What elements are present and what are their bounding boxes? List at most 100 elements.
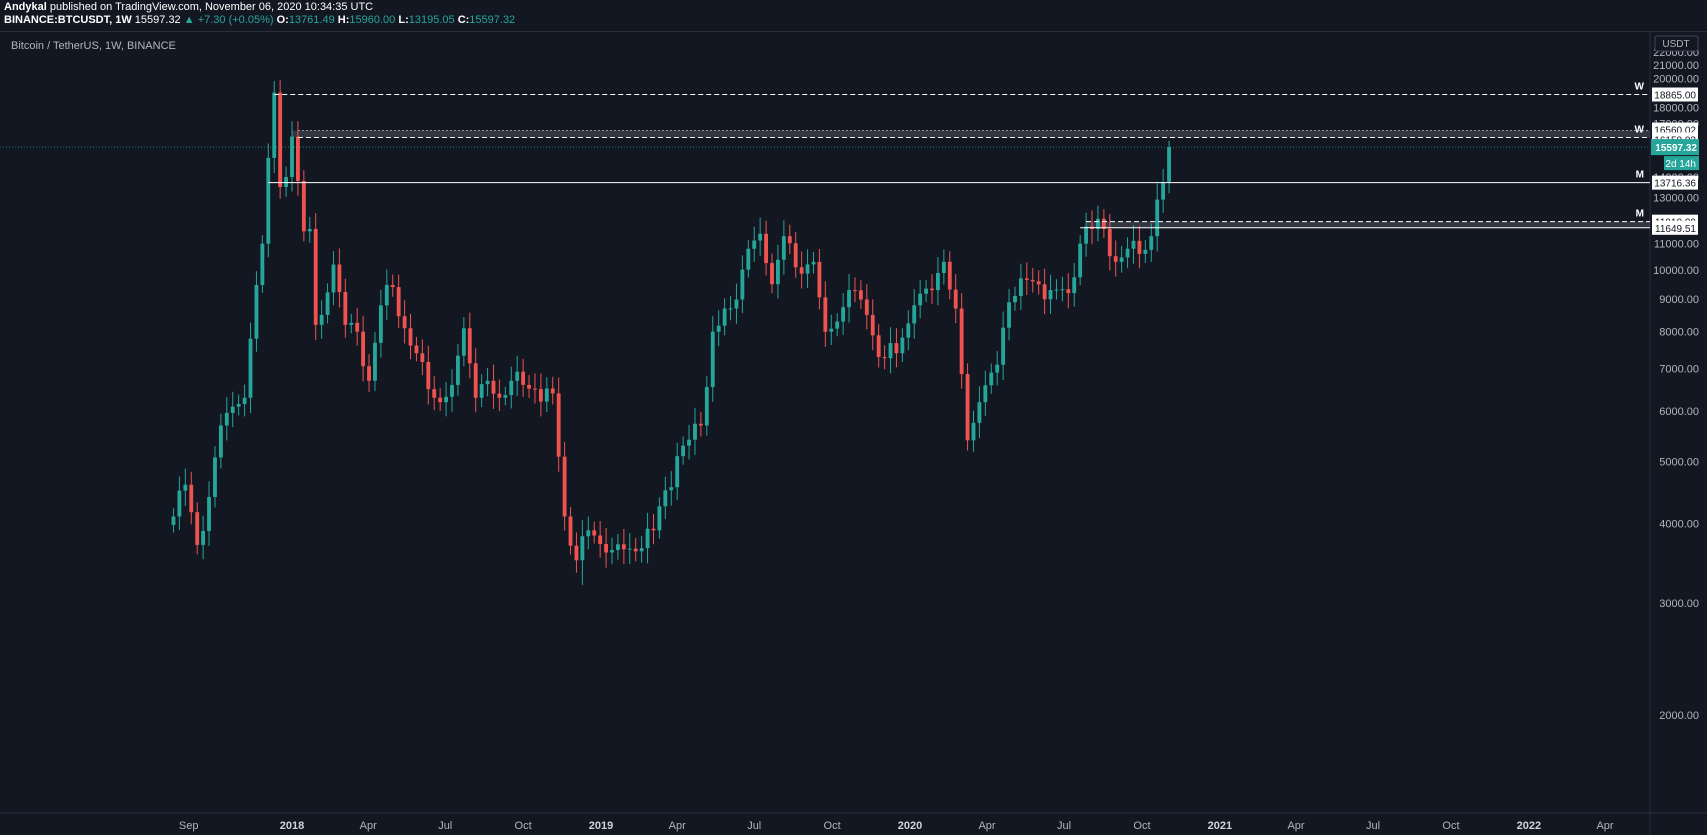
candle-body [752, 240, 757, 249]
candle-body [936, 272, 940, 291]
candle-body [657, 506, 662, 531]
countdown-label: 2d 14h [1665, 159, 1696, 170]
candle-body [450, 384, 454, 397]
candle-body [218, 425, 223, 458]
supply-zone [1086, 221, 1650, 228]
candle-body [236, 403, 241, 407]
candle-body [675, 456, 680, 488]
candle-body [301, 180, 306, 232]
candle-body [414, 345, 419, 354]
candle-body [1096, 218, 1100, 229]
candle-body [799, 267, 804, 274]
level-price-label: 16560.02 [1654, 126, 1696, 137]
candle-body [1125, 248, 1130, 258]
candle-body [1143, 249, 1148, 254]
candle-body [870, 314, 875, 336]
candle-body [266, 157, 271, 244]
candle-body [971, 422, 976, 441]
price-tick-label: 18000.00 [1653, 102, 1699, 114]
candle-body [432, 389, 437, 398]
candle-body [213, 457, 217, 497]
candle-body [349, 322, 354, 325]
price-tick-label: 6000.00 [1659, 406, 1699, 418]
time-tick-label: Oct [515, 820, 532, 832]
candle-body [396, 287, 401, 317]
high-label: H: [337, 14, 350, 26]
candle-body [995, 364, 1000, 373]
candle-body [704, 387, 709, 426]
candle-body [550, 388, 555, 394]
time-tick-label: Jul [1366, 820, 1380, 832]
candle-body [307, 228, 312, 232]
candle-body [509, 380, 514, 396]
level-tag: M [1636, 170, 1644, 181]
candle-body [1155, 199, 1160, 237]
candle-body [681, 445, 686, 457]
level-tag: W [1635, 82, 1645, 93]
price-tick-label: 10000.00 [1653, 265, 1699, 277]
candle-body [781, 236, 786, 260]
candle-body [195, 512, 200, 545]
current-price-label: 15597.32 [1655, 143, 1697, 154]
countdown-box [1664, 156, 1699, 171]
price-tick-label: 9000.00 [1659, 294, 1699, 306]
candle-body [1048, 290, 1053, 300]
time-tick-label: Jul [438, 820, 452, 832]
candle-body [639, 548, 644, 552]
candle-body [290, 136, 294, 177]
candle-body [183, 484, 188, 491]
candle-body [556, 393, 561, 457]
candle-body [337, 264, 342, 293]
candle-body [586, 530, 591, 537]
candle-body [378, 305, 383, 343]
candle-body [284, 176, 289, 188]
current-price-box [1651, 139, 1699, 156]
candle-body [189, 484, 194, 513]
candle-body [793, 243, 798, 268]
candle-body [853, 290, 857, 292]
candle-body [1107, 228, 1112, 257]
candle-body [787, 236, 792, 244]
price-chart[interactable]: 2000.00 3000.00 4000.00 5000.00 6000.00 7000.… [0, 31, 1707, 835]
candle-body [947, 261, 952, 290]
candle-body [1119, 257, 1124, 262]
close-label: C: [457, 14, 470, 26]
candle-body [758, 233, 763, 241]
candle-body [1066, 289, 1071, 294]
level-price-box [1652, 175, 1698, 190]
candle-body [918, 293, 923, 306]
currency-label: USDT [1662, 39, 1689, 50]
candle-body [278, 92, 283, 188]
high-value: 15960.00 [349, 14, 396, 26]
candle-body [776, 259, 780, 285]
candle-body [823, 297, 828, 332]
level-price-label: 13716.36 [1654, 179, 1696, 190]
candle-body [746, 248, 751, 270]
low-value: 13195.05 [408, 14, 455, 26]
candle-body [420, 353, 425, 362]
candle-body [568, 516, 573, 546]
open-value: 13761.49 [288, 14, 335, 26]
candle-body [906, 323, 911, 338]
author-name[interactable]: Andykal [4, 1, 47, 13]
candle-body [177, 490, 182, 517]
candle-body [716, 325, 721, 332]
candle-body [965, 374, 970, 441]
candle-body [444, 396, 449, 403]
low-label: L: [398, 14, 409, 26]
candle-body [592, 530, 597, 536]
candle-body [1042, 284, 1047, 300]
candle-body [467, 328, 472, 364]
candle-body [254, 284, 259, 339]
candle-body [497, 393, 502, 398]
candle-body [1113, 256, 1118, 262]
candle-body [527, 384, 531, 389]
candle-body [1072, 277, 1077, 294]
candle-body [616, 544, 620, 550]
time-tick-label: 2021 [1208, 820, 1232, 832]
candle-body [485, 380, 490, 385]
candle-body [538, 389, 543, 402]
candle-body [847, 290, 851, 308]
chart-legend: Bitcoin / TetherUS, 1W, BINANCE [11, 40, 176, 52]
candle-body [912, 305, 917, 324]
